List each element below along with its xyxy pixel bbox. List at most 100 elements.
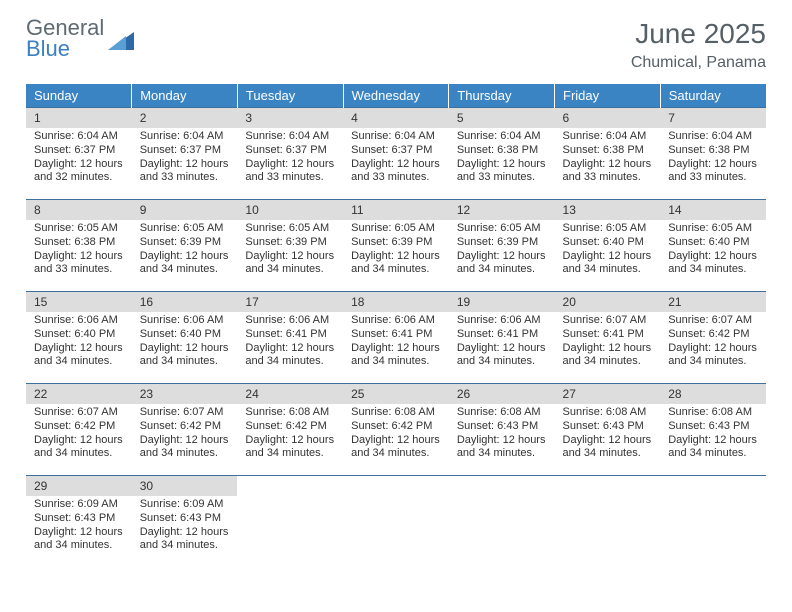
daylight-line: Daylight: 12 hours and 34 minutes. [457, 250, 547, 278]
calendar-cell: 13Sunrise: 6:05 AMSunset: 6:40 PMDayligh… [555, 200, 661, 292]
day-header: Monday [132, 84, 238, 108]
calendar-cell: 7Sunrise: 6:04 AMSunset: 6:38 PMDaylight… [660, 108, 766, 200]
daylight-line: Daylight: 12 hours and 33 minutes. [457, 158, 547, 186]
calendar-cell: 16Sunrise: 6:06 AMSunset: 6:40 PMDayligh… [132, 292, 238, 384]
daylight-line: Daylight: 12 hours and 34 minutes. [245, 434, 335, 462]
day-body: Sunrise: 6:04 AMSunset: 6:37 PMDaylight:… [26, 128, 132, 191]
day-number: 3 [237, 108, 343, 128]
daylight-line: Daylight: 12 hours and 34 minutes. [457, 342, 547, 370]
calendar-cell: 10Sunrise: 6:05 AMSunset: 6:39 PMDayligh… [237, 200, 343, 292]
day-body: Sunrise: 6:06 AMSunset: 6:41 PMDaylight:… [343, 312, 449, 375]
sunset-line: Sunset: 6:43 PM [457, 420, 547, 434]
calendar-cell: 26Sunrise: 6:08 AMSunset: 6:43 PMDayligh… [449, 384, 555, 476]
sunrise-line: Sunrise: 6:05 AM [140, 222, 230, 236]
sunrise-line: Sunrise: 6:07 AM [140, 406, 230, 420]
day-number: 28 [660, 384, 766, 404]
daylight-line: Daylight: 12 hours and 32 minutes. [34, 158, 124, 186]
week-row: 29Sunrise: 6:09 AMSunset: 6:43 PMDayligh… [26, 476, 766, 568]
calendar-cell: 19Sunrise: 6:06 AMSunset: 6:41 PMDayligh… [449, 292, 555, 384]
daylight-line: Daylight: 12 hours and 34 minutes. [140, 250, 230, 278]
daylight-line: Daylight: 12 hours and 34 minutes. [245, 342, 335, 370]
sunrise-line: Sunrise: 6:07 AM [34, 406, 124, 420]
day-body: Sunrise: 6:07 AMSunset: 6:42 PMDaylight:… [660, 312, 766, 375]
sunset-line: Sunset: 6:43 PM [34, 512, 124, 526]
calendar-cell: 29Sunrise: 6:09 AMSunset: 6:43 PMDayligh… [26, 476, 132, 568]
calendar-cell: 23Sunrise: 6:07 AMSunset: 6:42 PMDayligh… [132, 384, 238, 476]
week-row: 22Sunrise: 6:07 AMSunset: 6:42 PMDayligh… [26, 384, 766, 476]
day-body: Sunrise: 6:06 AMSunset: 6:40 PMDaylight:… [132, 312, 238, 375]
sunrise-line: Sunrise: 6:06 AM [245, 314, 335, 328]
brand-triangle-icon [108, 28, 134, 50]
calendar-cell: 3Sunrise: 6:04 AMSunset: 6:37 PMDaylight… [237, 108, 343, 200]
sunrise-line: Sunrise: 6:05 AM [563, 222, 653, 236]
day-body: Sunrise: 6:04 AMSunset: 6:37 PMDaylight:… [343, 128, 449, 191]
daylight-line: Daylight: 12 hours and 34 minutes. [140, 434, 230, 462]
sunset-line: Sunset: 6:42 PM [245, 420, 335, 434]
day-number: 30 [132, 476, 238, 496]
day-body: Sunrise: 6:05 AMSunset: 6:39 PMDaylight:… [343, 220, 449, 283]
day-body: Sunrise: 6:05 AMSunset: 6:40 PMDaylight:… [555, 220, 661, 283]
week-row: 1Sunrise: 6:04 AMSunset: 6:37 PMDaylight… [26, 108, 766, 200]
day-body: Sunrise: 6:04 AMSunset: 6:38 PMDaylight:… [555, 128, 661, 191]
day-body: Sunrise: 6:05 AMSunset: 6:39 PMDaylight:… [132, 220, 238, 283]
sunset-line: Sunset: 6:38 PM [563, 144, 653, 158]
calendar-cell: 11Sunrise: 6:05 AMSunset: 6:39 PMDayligh… [343, 200, 449, 292]
sunset-line: Sunset: 6:38 PM [668, 144, 758, 158]
sunset-line: Sunset: 6:37 PM [34, 144, 124, 158]
calendar-cell: 8Sunrise: 6:05 AMSunset: 6:38 PMDaylight… [26, 200, 132, 292]
day-number: 16 [132, 292, 238, 312]
day-number: 1 [26, 108, 132, 128]
calendar-cell: 15Sunrise: 6:06 AMSunset: 6:40 PMDayligh… [26, 292, 132, 384]
calendar-cell: .. [660, 476, 766, 568]
calendar-cell: 27Sunrise: 6:08 AMSunset: 6:43 PMDayligh… [555, 384, 661, 476]
day-number: 5 [449, 108, 555, 128]
sunset-line: Sunset: 6:37 PM [351, 144, 441, 158]
sunset-line: Sunset: 6:43 PM [140, 512, 230, 526]
sunset-line: Sunset: 6:40 PM [668, 236, 758, 250]
calendar-cell: 30Sunrise: 6:09 AMSunset: 6:43 PMDayligh… [132, 476, 238, 568]
day-body: Sunrise: 6:08 AMSunset: 6:42 PMDaylight:… [237, 404, 343, 467]
sunset-line: Sunset: 6:38 PM [34, 236, 124, 250]
day-number: 13 [555, 200, 661, 220]
day-number: 27 [555, 384, 661, 404]
calendar-table: SundayMondayTuesdayWednesdayThursdayFrid… [26, 84, 766, 568]
calendar-cell: .. [449, 476, 555, 568]
sunrise-line: Sunrise: 6:05 AM [245, 222, 335, 236]
daylight-line: Daylight: 12 hours and 34 minutes. [668, 342, 758, 370]
sunset-line: Sunset: 6:43 PM [563, 420, 653, 434]
calendar-cell: 6Sunrise: 6:04 AMSunset: 6:38 PMDaylight… [555, 108, 661, 200]
sunrise-line: Sunrise: 6:08 AM [668, 406, 758, 420]
sunrise-line: Sunrise: 6:07 AM [563, 314, 653, 328]
day-body: Sunrise: 6:08 AMSunset: 6:43 PMDaylight:… [449, 404, 555, 467]
title-block: June 2025 Chumical, Panama [631, 18, 766, 72]
sunrise-line: Sunrise: 6:06 AM [140, 314, 230, 328]
day-body: Sunrise: 6:08 AMSunset: 6:43 PMDaylight:… [660, 404, 766, 467]
sunrise-line: Sunrise: 6:04 AM [34, 130, 124, 144]
sunrise-line: Sunrise: 6:05 AM [668, 222, 758, 236]
sunrise-line: Sunrise: 6:04 AM [668, 130, 758, 144]
day-body: Sunrise: 6:06 AMSunset: 6:41 PMDaylight:… [449, 312, 555, 375]
sunset-line: Sunset: 6:40 PM [563, 236, 653, 250]
daylight-line: Daylight: 12 hours and 33 minutes. [563, 158, 653, 186]
calendar-cell: 18Sunrise: 6:06 AMSunset: 6:41 PMDayligh… [343, 292, 449, 384]
sunset-line: Sunset: 6:39 PM [457, 236, 547, 250]
sunrise-line: Sunrise: 6:06 AM [351, 314, 441, 328]
sunrise-line: Sunrise: 6:04 AM [140, 130, 230, 144]
month-title: June 2025 [631, 18, 766, 50]
day-number: 14 [660, 200, 766, 220]
sunset-line: Sunset: 6:37 PM [140, 144, 230, 158]
day-number: 7 [660, 108, 766, 128]
day-body: Sunrise: 6:04 AMSunset: 6:37 PMDaylight:… [237, 128, 343, 191]
sunset-line: Sunset: 6:39 PM [140, 236, 230, 250]
calendar-cell: 24Sunrise: 6:08 AMSunset: 6:42 PMDayligh… [237, 384, 343, 476]
sunset-line: Sunset: 6:42 PM [140, 420, 230, 434]
daylight-line: Daylight: 12 hours and 34 minutes. [351, 342, 441, 370]
day-header: Friday [555, 84, 661, 108]
sunset-line: Sunset: 6:42 PM [34, 420, 124, 434]
day-number: 17 [237, 292, 343, 312]
day-body: Sunrise: 6:04 AMSunset: 6:38 PMDaylight:… [660, 128, 766, 191]
daylight-line: Daylight: 12 hours and 34 minutes. [563, 250, 653, 278]
day-number: 6 [555, 108, 661, 128]
sunrise-line: Sunrise: 6:04 AM [351, 130, 441, 144]
daylight-line: Daylight: 12 hours and 33 minutes. [351, 158, 441, 186]
